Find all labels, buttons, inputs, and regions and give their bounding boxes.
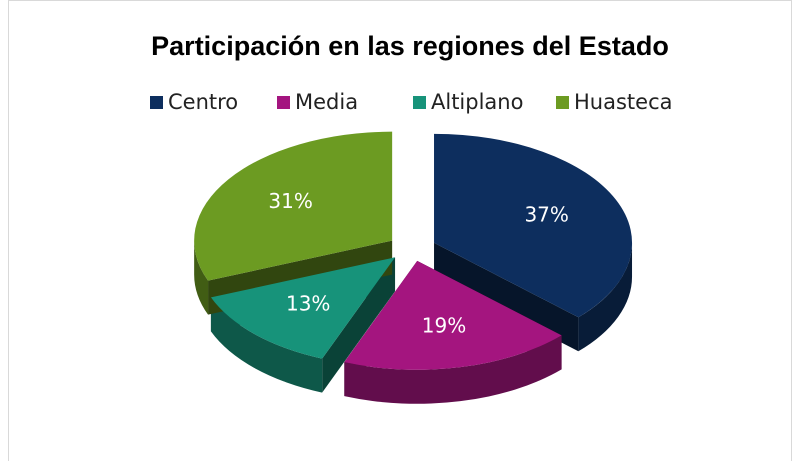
data-label: 19% [422,313,466,337]
legend-label: Altiplano [431,90,523,114]
slice-side [344,335,562,404]
legend-swatch [556,96,569,109]
slice [210,257,396,359]
legend-swatch [150,96,163,109]
slice [194,131,393,281]
data-label: 13% [286,292,330,316]
legend-label: Media [295,90,358,114]
legend-label: Centro [168,90,238,114]
slice-side [210,297,323,393]
slice-side [194,240,209,315]
pie-tops [194,131,633,370]
legend-label: Huasteca [574,90,672,114]
slice-face [434,242,579,352]
data-label: 37% [524,202,568,226]
slice [434,133,633,318]
legend-swatch [413,96,426,109]
slice [344,260,562,370]
chart-title: Participación en las regiones del Estado [151,31,669,61]
data-label: 31% [268,189,312,213]
slice-side [578,242,633,352]
legend-swatch [277,96,290,109]
